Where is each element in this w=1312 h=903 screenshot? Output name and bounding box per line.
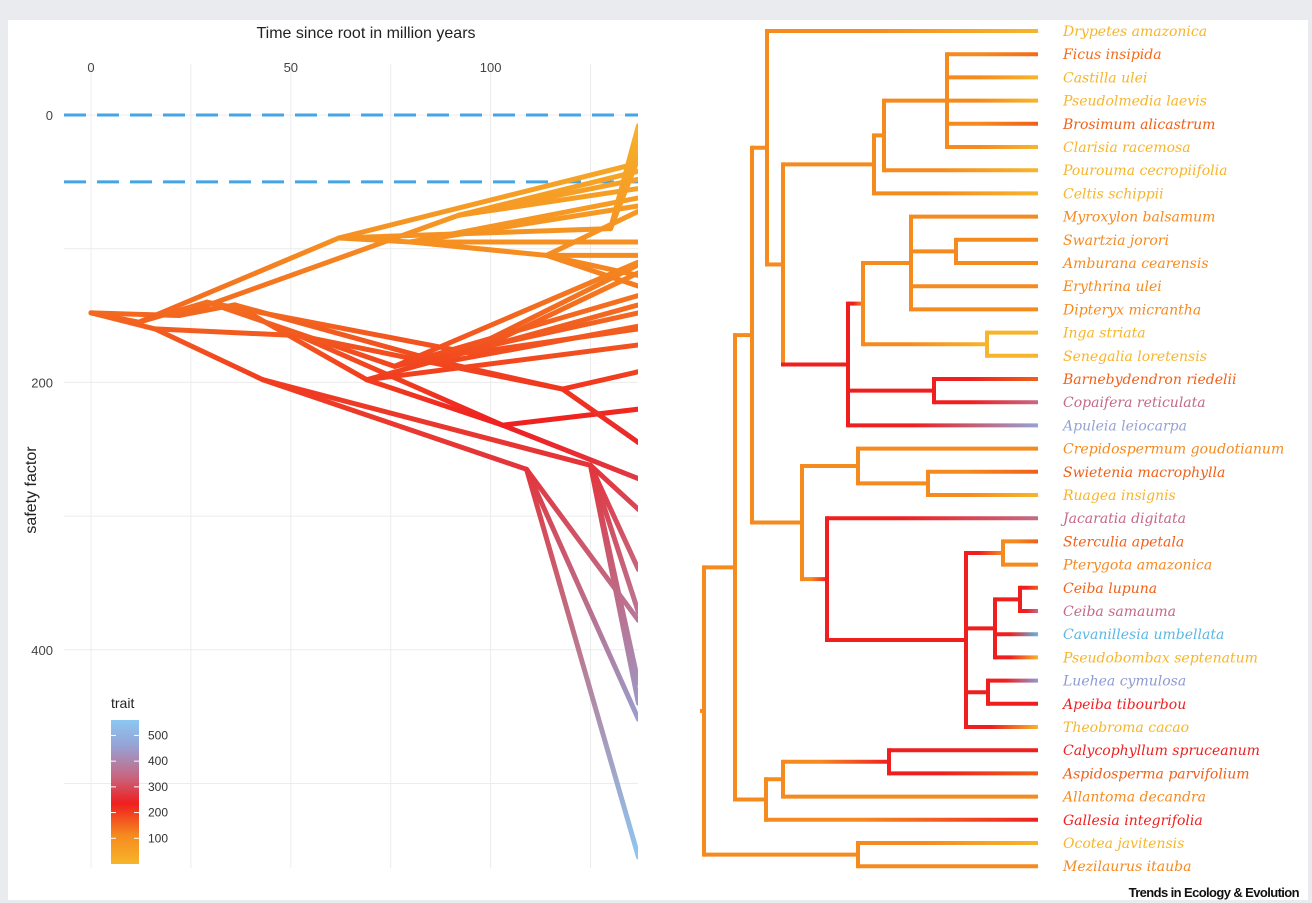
tip-label: Ceiba samauma [1063,604,1176,620]
phenogram-branch [364,302,638,383]
tip-label: Aspidosperma parvifolium [1061,766,1250,782]
tip-label: Celtis schippii [1063,186,1164,202]
phenogram-branch [392,293,638,369]
tip-label: Gallesia integrifolia [1063,813,1203,829]
legend-colorbar [111,720,139,864]
phenogram-branch [588,462,638,615]
tip-label: Pseudobombax septenatum [1062,650,1258,666]
tip-label: Dipteryx micrantha [1062,302,1201,318]
tip-label: Senegalia loretensis [1063,349,1207,365]
x-tick-labels: 0 50 100 [87,60,501,75]
phenogram-branch [440,262,638,365]
tip-label: Swietenia macrophylla [1063,465,1225,481]
phenogram-branch [500,406,638,428]
tip-label: Copaifera reticulata [1063,395,1206,411]
x-tick-label: 100 [480,60,502,75]
phenogram-chart: 0 50 100 0 200 400 Time since root in millio… [23,25,638,868]
legend-tick-label: 400 [148,754,168,768]
journal-credit: Trends in Ecology & Evolution [1129,885,1300,900]
legend-tick-label: 200 [148,806,168,820]
phenogram-branch [560,386,638,446]
tip-label: Pourouma cecropiifolia [1062,163,1227,179]
tip-label: Myroxylon balsamum [1062,210,1215,226]
tip-label: Luehea cymulosa [1062,674,1186,690]
y-tick-labels: 0 200 400 [31,108,53,658]
tip-label: Brosimum alicastrum [1062,117,1215,133]
y-tick-label: 200 [31,375,53,390]
phenogram-branch [232,302,370,383]
phenogram-branch [152,326,266,383]
phenogram-branch [136,299,210,325]
phenogram-branch [524,466,638,860]
y-tick-label: 0 [46,108,53,123]
x-tick-label: 50 [284,60,298,75]
phenogram-branch [500,422,638,482]
tip-label: Calycophyllum spruceanum [1063,743,1260,759]
phenogram-branch [392,259,638,369]
tip-label: Theobroma cacao [1063,720,1189,736]
phenogram-branch [524,466,638,722]
phenogram-branch [88,310,158,332]
legend-ticks: 500 400 300 200 100 [111,728,168,845]
tip-label: Apuleia leiocarpa [1061,418,1187,434]
tip-label: Ficus insipida [1062,47,1162,63]
phenogram-branch [524,466,638,623]
phenogram-branch [364,342,638,383]
legend-tick-label: 500 [148,728,168,742]
legend-title: trait [111,695,134,711]
tip-label: Swartzia jorori [1063,233,1169,249]
tip-label: Inga striata [1062,326,1146,342]
x-axis-title: Time since root in million years [256,25,475,42]
phenogram-branch [560,369,638,392]
phenogram-branch [544,208,638,258]
tip-label: Erythrina ulei [1062,279,1162,295]
phenogram-branch [260,377,593,468]
color-legend: trait 500 400 300 200 100 [111,695,168,864]
figure-panel: 0 50 100 0 200 400 Time since root in millio… [8,20,1308,900]
y-tick-label: 400 [31,643,53,658]
phenogram-branch [440,323,638,365]
phylogenetic-tree [700,29,1038,869]
tip-label: Jacaratia digitata [1060,511,1186,527]
tip-label: Pseudolmedia laevis [1062,94,1207,110]
phenogram-branch [152,326,302,339]
phenogram-branch [408,195,638,245]
tip-label: Cavanillesia umbellata [1063,627,1224,643]
legend-tick-label: 300 [148,780,168,794]
phenogram-branches [88,123,638,860]
tip-label: Ocotea javitensis [1063,836,1184,852]
tip-label: Allantoma decandra [1061,790,1206,806]
phenogram-branch [136,235,342,325]
phenogram-branch [607,152,638,232]
tip-label: Apeiba tibourbou [1061,697,1186,713]
tip-label: Mezilaurus itauba [1062,859,1191,875]
tip-label: Pterygota amazonica [1062,558,1212,574]
phenogram-branch [364,377,506,428]
tip-label: Crepidospermum goudotianum [1063,442,1284,458]
figure-svg: 0 50 100 0 200 400 Time since root in millio… [23,24,1300,900]
phenogram-branch [296,333,506,428]
tip-label: Ceiba lupuna [1063,581,1157,597]
tip-labels: Drypetes amazonica Ficus insipida Castilla… [1060,24,1284,875]
tip-label: Ruagea insignis [1062,488,1176,504]
tip-label: Clarisia racemosa [1063,140,1191,156]
phenogram-branch [336,160,638,241]
phenogram-branch [260,377,530,472]
phenogram-branch [588,462,638,512]
phenogram-branch [588,462,638,706]
phenogram-branch [468,270,638,356]
y-axis-title: safety factor [23,446,40,534]
tip-label: Barnebydendron riedelii [1062,372,1236,388]
tip-label: Castilla ulei [1063,70,1147,86]
x-tick-label: 0 [87,60,94,75]
tip-label: Amburana cearensis [1061,256,1209,272]
reference-lines [64,113,638,184]
phenogram-branch [176,212,462,319]
tip-label: Drypetes amazonica [1062,24,1207,40]
phenogram-branch [588,462,638,573]
tip-label: Sterculia apetala [1063,534,1184,550]
phenogram-branch [456,176,638,218]
phenogram-branch [232,302,446,365]
legend-tick-label: 100 [148,831,168,845]
